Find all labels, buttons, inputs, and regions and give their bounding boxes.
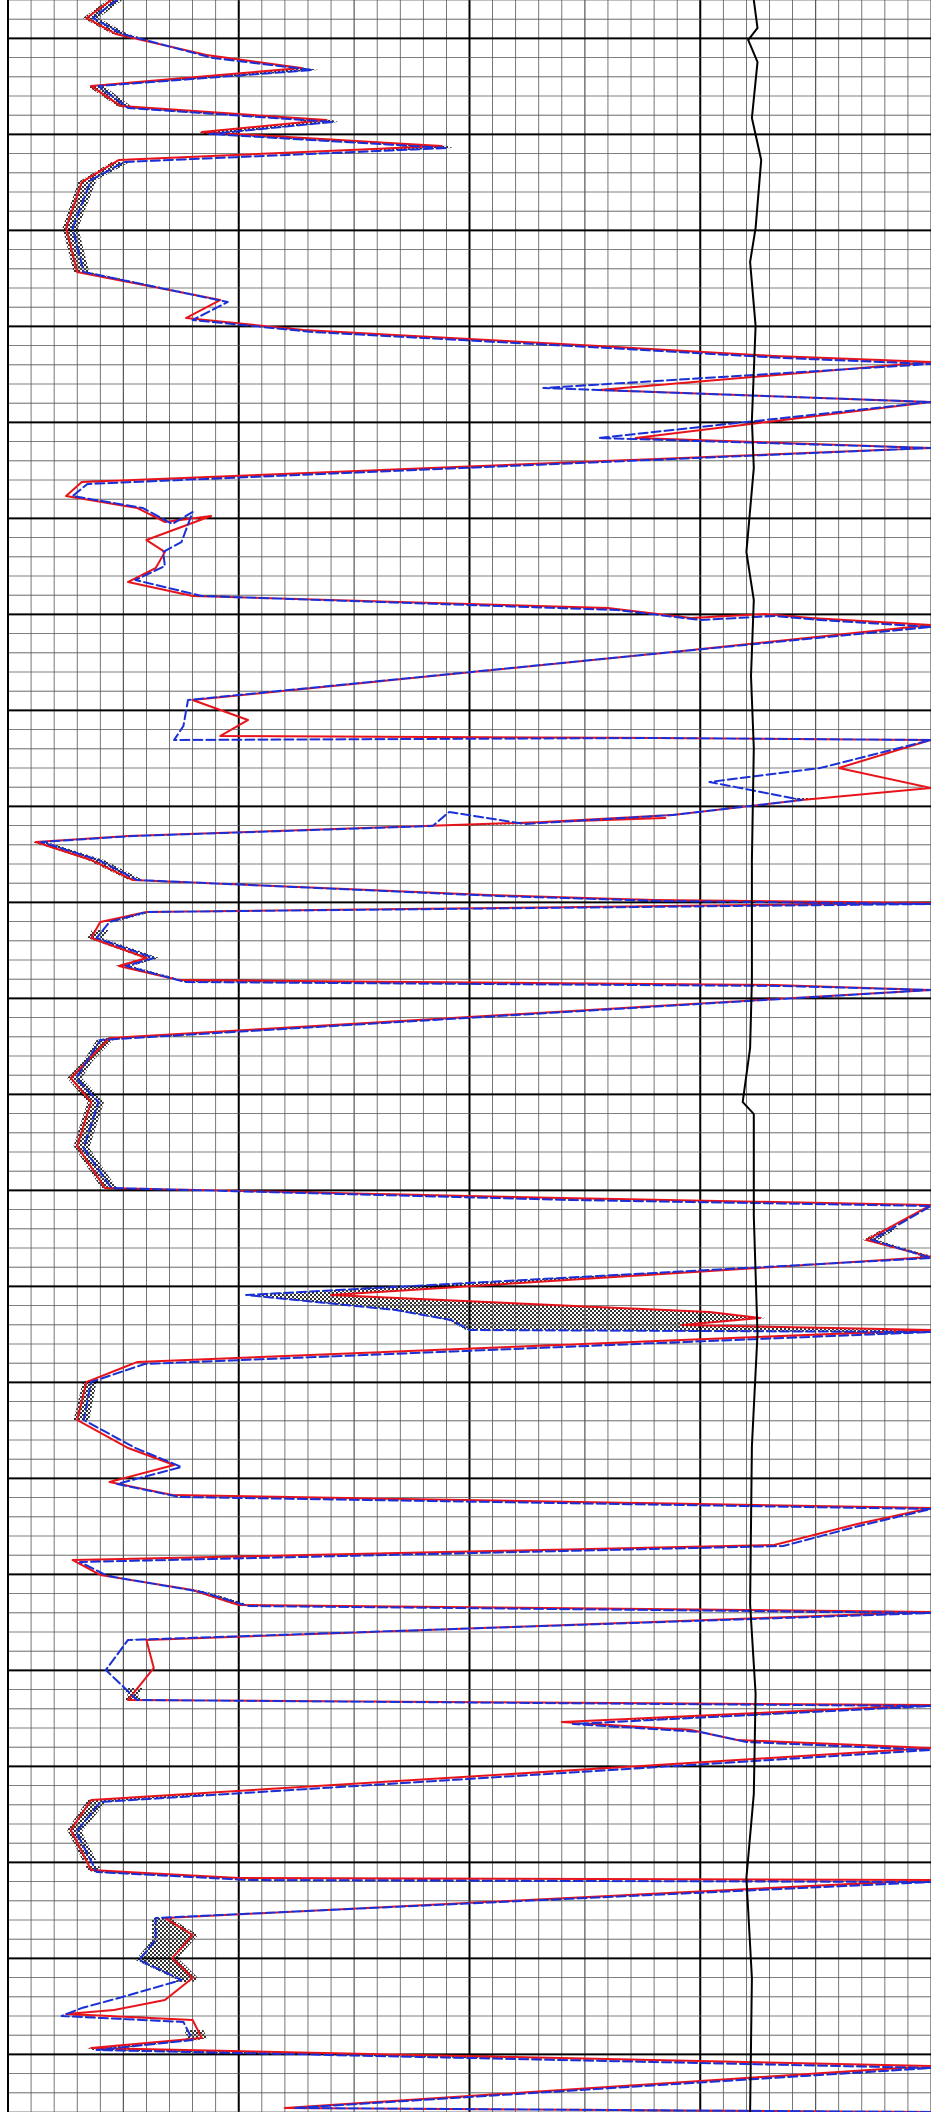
crossover-shade-band	[135, 1918, 199, 1982]
crossover-shade-band	[67, 930, 931, 1190]
crossover-shade-band	[73, 1380, 103, 1420]
crossover-shade-band	[252, 1228, 931, 1334]
series-b-curve	[40, 0, 931, 2112]
grid-layer	[7, 0, 931, 2112]
crossover-shade-band	[82, 0, 151, 40]
series-c-curve	[741, 0, 763, 2112]
series-layer	[34, 0, 931, 2112]
